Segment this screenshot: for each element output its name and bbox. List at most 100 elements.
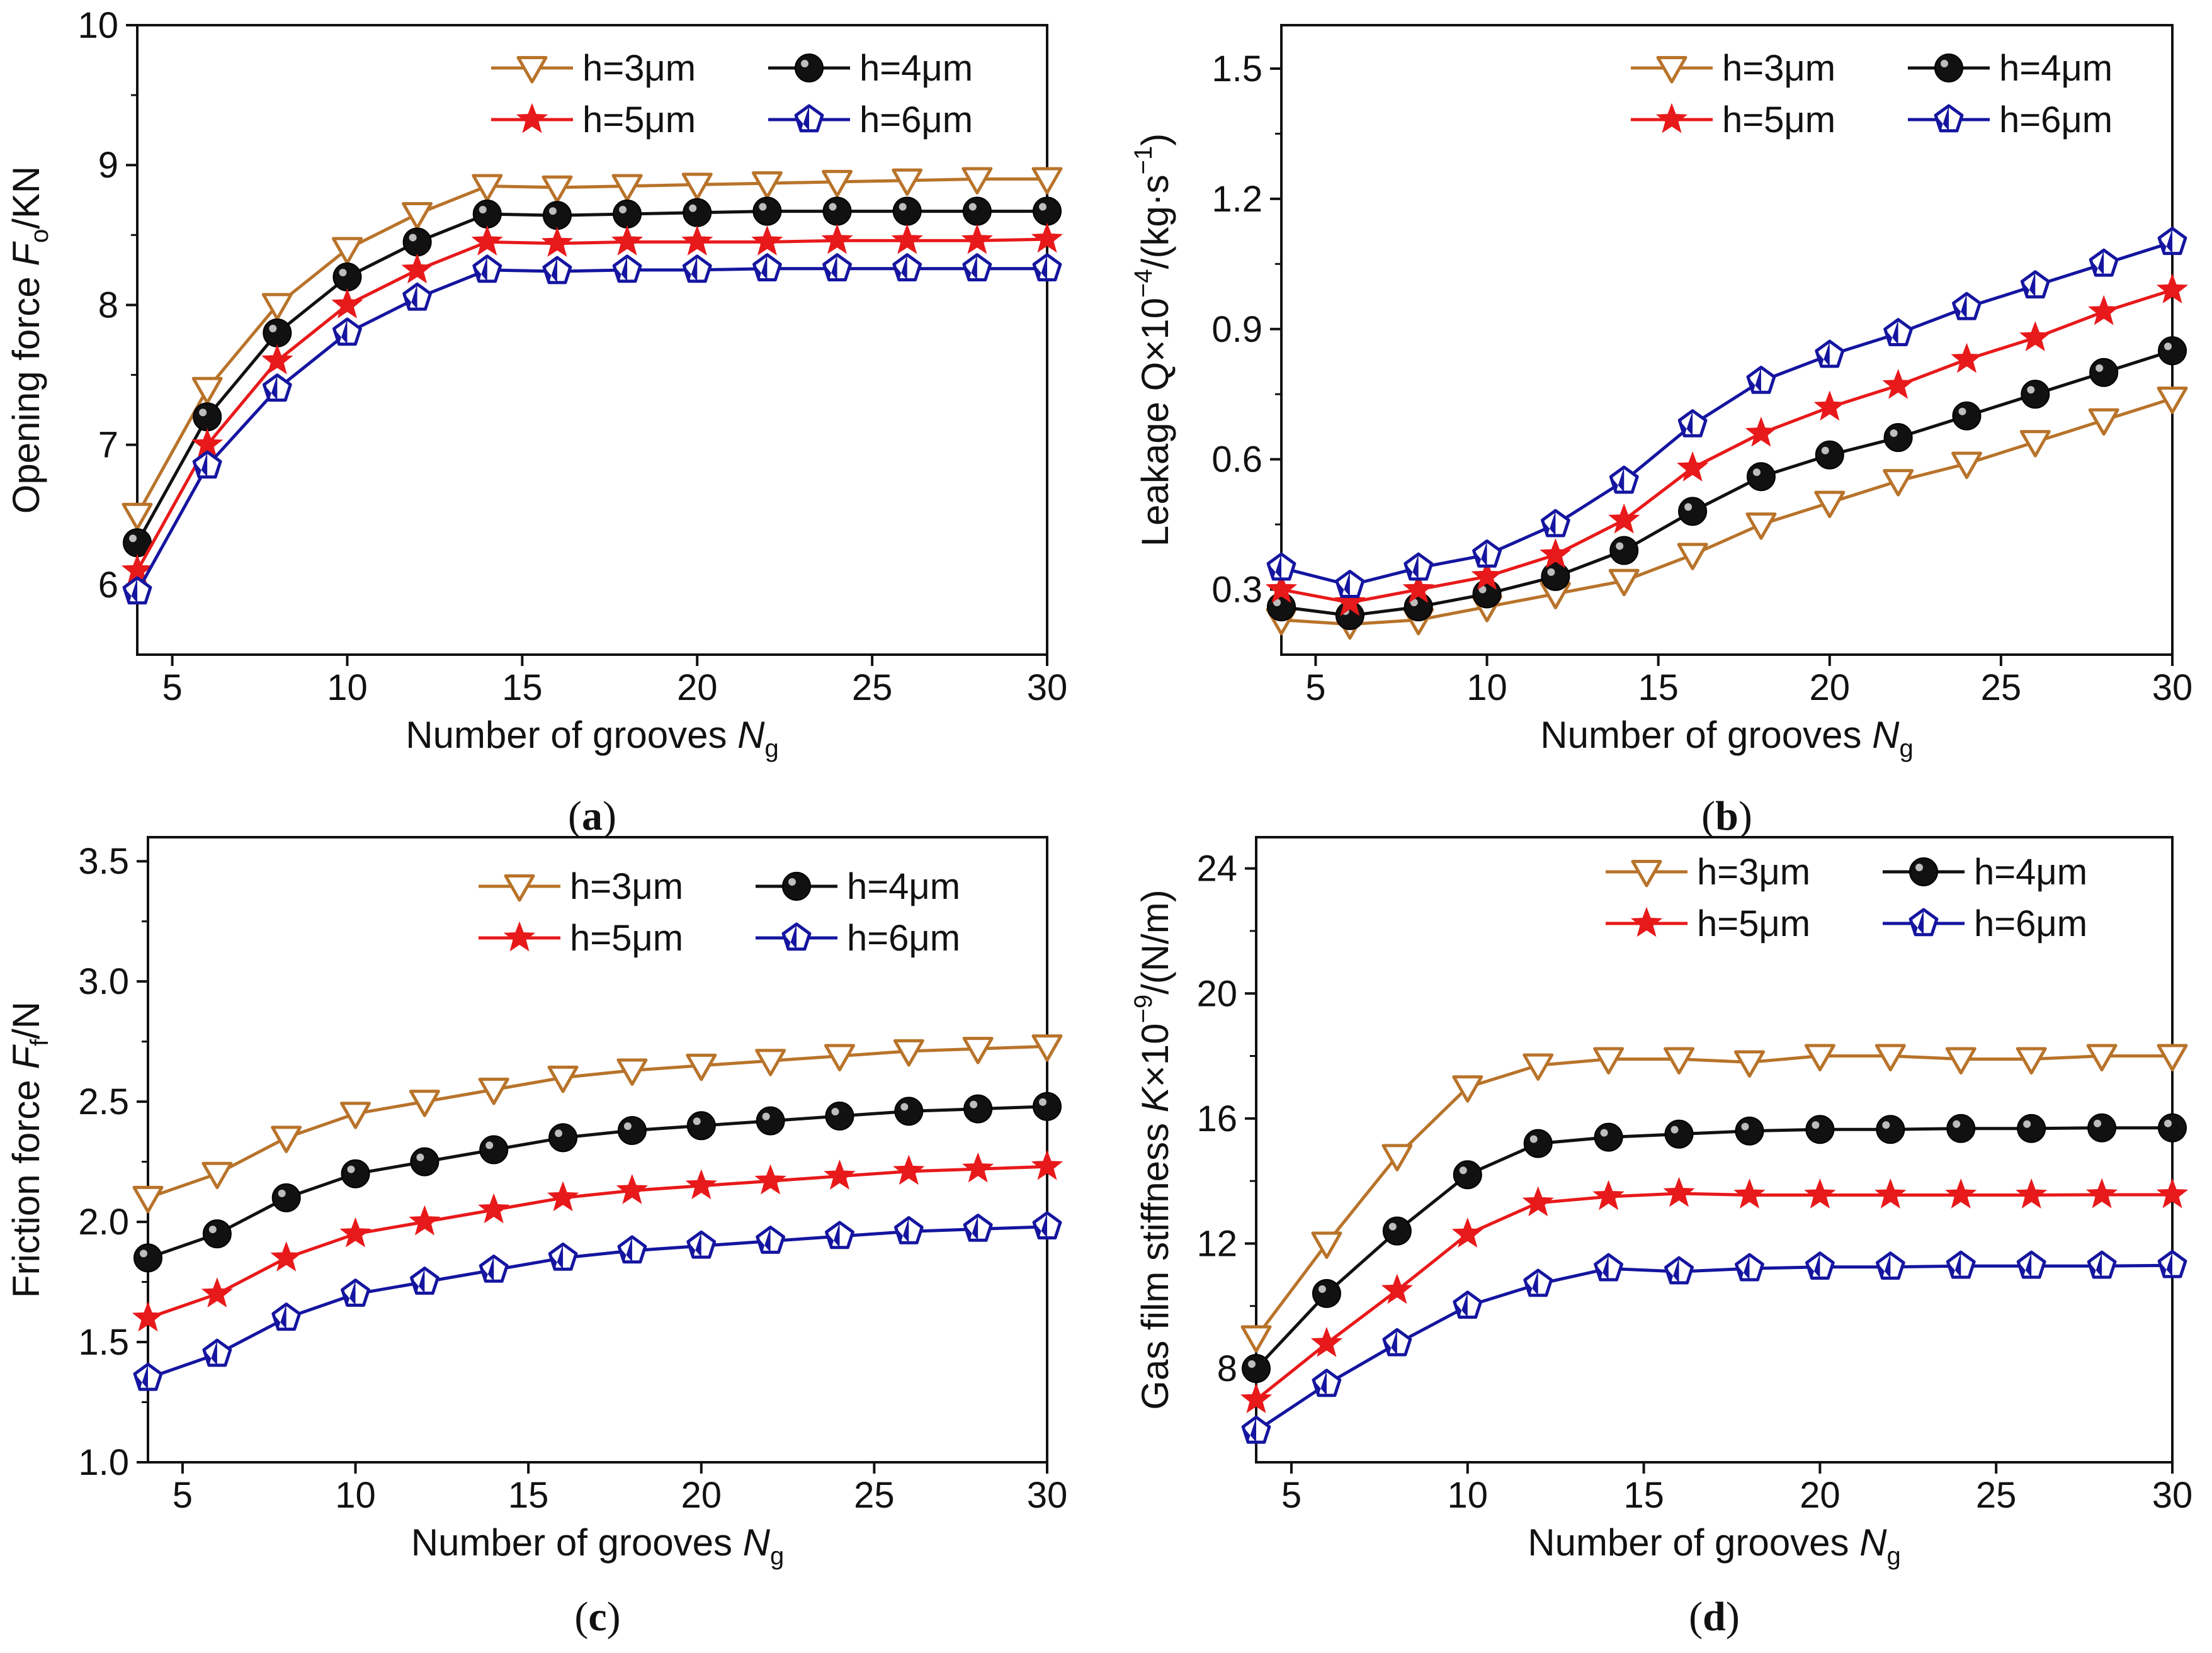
y-tick-label: 0.3 [1211,570,1262,611]
x-tick-label: 25 [852,667,893,708]
data-point [893,1039,924,1067]
legend-marker-highlight [788,878,796,886]
plot-frame [1255,836,2174,1464]
panel-label-open: ( [1701,793,1715,839]
panel-label-letter: c [588,1594,606,1640]
data-point [1883,469,1914,497]
data-point-fill [411,1268,425,1294]
series-h=5μm [121,222,1063,585]
x-tick-label: 20 [681,1475,722,1516]
x-tick-label: 5 [1305,667,1325,708]
x-tick-label: 5 [162,667,182,708]
panel-label-open: ( [574,1594,588,1640]
legend-entry: h=6μm [1974,903,2087,944]
legend-entry: h=6μm [847,918,960,959]
data-point [331,288,363,319]
data-point [472,174,503,202]
data-point-highlight [899,203,907,211]
data-point [410,1147,440,1176]
x-tick-label: 20 [1810,667,1851,708]
x-axis-title-var: N [1859,1521,1887,1564]
data-point-fill [273,1304,286,1329]
series-line [135,267,1047,593]
data-point-highlight [1547,568,1555,576]
legend-entry: h=4μm [859,48,973,89]
y-axis-title: Gas film stiffness K×10−9/(N/m) [1130,889,1176,1409]
y-tick-label: 3.5 [78,841,129,882]
x-axis-title-text: Number of grooves [411,1521,743,1564]
series-h=6μm [1266,227,2187,598]
data-point [1945,1047,1977,1075]
series-h=4μm [1242,1113,2187,1384]
data-point [1609,536,1639,565]
data-point [1472,579,1502,609]
data-point-fill [1034,254,1047,280]
data-point [1805,1115,1835,1144]
y-tick-label: 1.2 [1211,179,1262,220]
data-point [2016,1178,2048,1209]
data-point-fill [1336,571,1350,597]
legend-marker [1630,906,1663,937]
data-point [617,1115,647,1145]
y-tick-label: 1.5 [78,1322,129,1363]
data-point [1402,573,1434,603]
data-point-fill [474,256,487,281]
y-tick-label: 3.0 [78,961,129,1002]
data-point [1381,1144,1413,1171]
data-point [2157,386,2188,414]
x-tick-label: 30 [2152,1475,2193,1516]
data-point-highlight [485,1141,494,1149]
data-point [547,1181,579,1212]
x-tick-label: 15 [508,1475,549,1516]
data-point [962,1152,994,1183]
data-point [821,223,853,254]
data-point [891,223,923,254]
data-point [963,1094,993,1124]
data-point [402,227,432,257]
data-point [547,1065,579,1093]
data-point [2087,1113,2117,1142]
data-point [962,196,992,226]
data-point-highlight [693,1117,701,1126]
data-point-highlight [689,204,697,212]
data-point [270,1241,302,1272]
x-tick-label: 20 [1800,1475,1840,1516]
data-point-highlight [339,269,347,276]
data-point-highlight [762,1112,770,1120]
x-tick-label: 15 [1623,1475,1664,1516]
data-point-fill [480,1256,494,1282]
data-point [1678,497,1708,526]
y-axis-title-sup: −4 [1130,269,1157,298]
data-point [616,1058,648,1086]
y-axis-title-var: F [5,241,47,266]
legend-entry: h=5μm [570,918,683,959]
data-point [754,1164,786,1195]
y-tick-label: 1.0 [78,1442,129,1483]
x-tick-label: 10 [1466,667,1507,708]
data-point [1471,560,1503,590]
x-axis-title-text: Number of grooves [1540,714,1872,756]
data-point [893,1154,925,1185]
data-point [1593,1047,1625,1075]
data-point-highlight [1248,1360,1256,1368]
data-point [1452,1075,1483,1103]
data-point-highlight [1953,1120,1961,1128]
data-point [2157,1044,2188,1072]
y-tick-label: 20 [1196,973,1237,1014]
panel-label: (c) [574,1594,620,1640]
data-point [133,1243,162,1273]
legend-marker [782,872,811,901]
plot-frame [136,24,1048,656]
data-point-highlight [1684,503,1693,511]
data-point [1664,1119,1694,1149]
data-point-fill [1665,1258,1679,1283]
series-h=6μm [133,1211,1062,1391]
legend-marker [1631,860,1662,888]
y-tick-label: 16 [1196,1098,1237,1139]
data-point [1381,1273,1413,1304]
series-h=6μm [1241,1250,2187,1444]
series-h=3μm [122,167,1063,531]
y-tick-label: 8 [98,285,118,325]
data-point-fill [1473,541,1487,567]
chart-panel-c: 5 10 15 20 25 301.01.52.02.53.03.5h=3μm h=4μmh… [5,836,1067,1640]
